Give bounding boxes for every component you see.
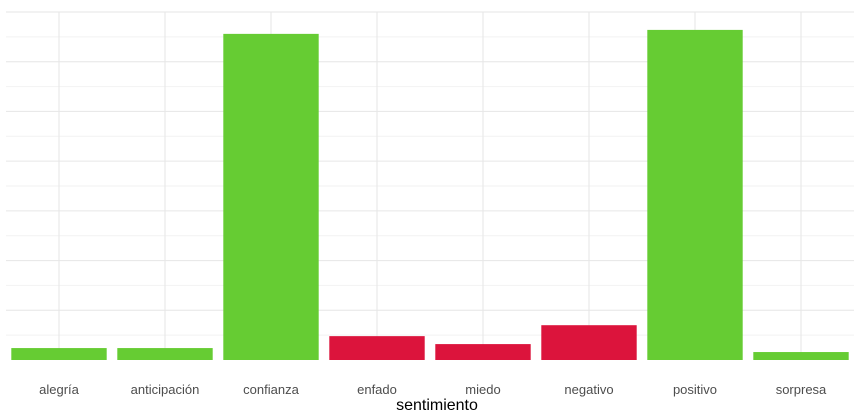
- bar-anticipación: [117, 348, 213, 360]
- x-axis-title: sentimiento: [396, 397, 478, 414]
- x-tick-label: anticipación: [131, 382, 200, 397]
- x-tick-label: negativo: [564, 382, 613, 397]
- bar-positivo: [647, 29, 743, 360]
- x-tick-label: confianza: [243, 382, 299, 397]
- bars: [11, 29, 849, 360]
- x-tick-label: miedo: [465, 382, 500, 397]
- x-tick-label: enfado: [357, 382, 397, 397]
- bar-confianza: [223, 33, 319, 360]
- x-tick-label: sorpresa: [776, 382, 827, 397]
- x-tick-labels: alegría anticipación confianza enfado miedo n…: [39, 382, 827, 397]
- bar-negativo: [541, 325, 637, 360]
- bar-miedo: [435, 344, 531, 360]
- bar-sorpresa: [753, 352, 849, 360]
- x-tick-label: alegría: [39, 382, 80, 397]
- bar-enfado: [329, 336, 425, 360]
- x-tick-label: positivo: [673, 382, 717, 397]
- bar-alegría: [11, 348, 107, 360]
